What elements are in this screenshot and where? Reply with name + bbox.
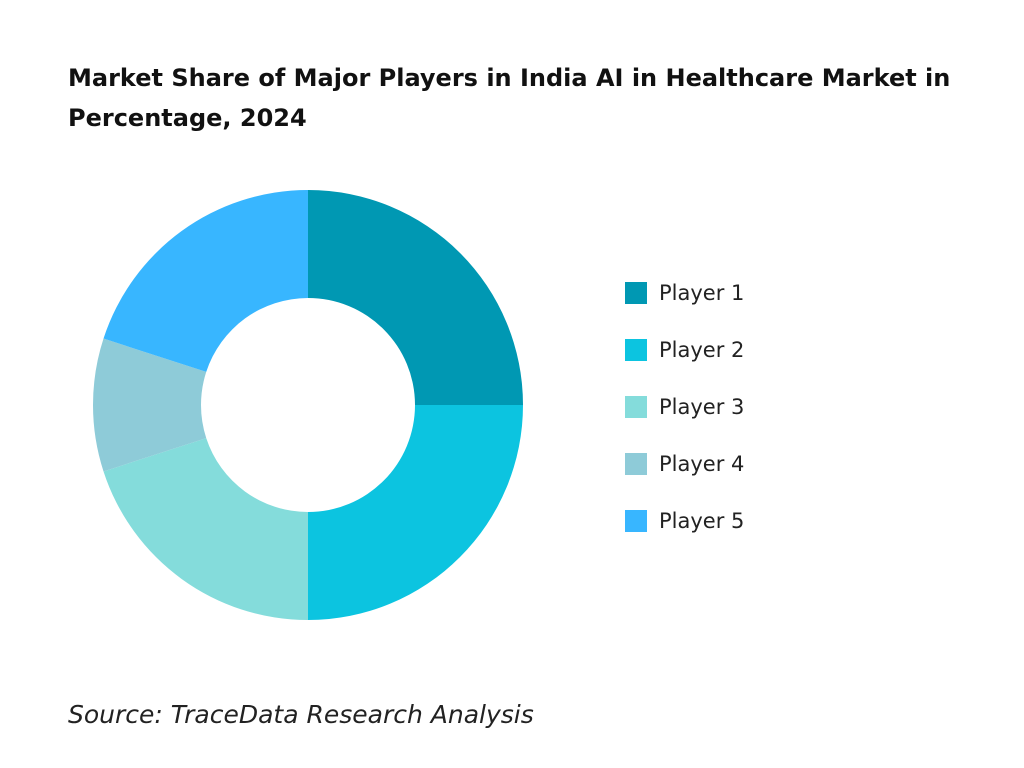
legend-label: Player 5 <box>659 509 744 533</box>
donut-slice <box>308 405 523 620</box>
legend-swatch <box>625 282 647 304</box>
donut-slice <box>103 190 308 372</box>
chart-title: Market Share of Major Players in India A… <box>68 64 951 132</box>
legend-swatch <box>625 396 647 418</box>
chart: Player 1 Player 2 Player 3 Player 4 Player 5 <box>92 190 744 620</box>
source-note: Source: TraceData Research Analysis <box>68 700 534 729</box>
legend-swatch <box>625 453 647 475</box>
legend-label: Player 1 <box>659 281 744 305</box>
donut-slice <box>308 190 523 405</box>
donut-slice <box>103 438 308 620</box>
legend-swatch <box>625 510 647 532</box>
legend-label: Player 4 <box>659 452 744 476</box>
legend-label: Player 2 <box>659 338 744 362</box>
legend-label: Player 3 <box>659 395 744 419</box>
legend-swatch <box>625 339 647 361</box>
donut-slice <box>92 338 207 472</box>
